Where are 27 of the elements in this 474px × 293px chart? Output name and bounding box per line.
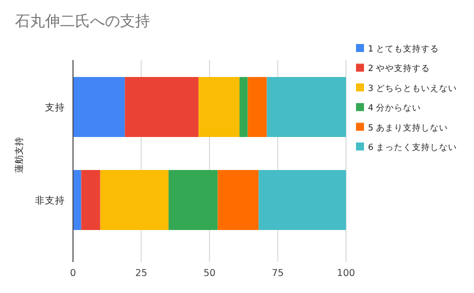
bar xyxy=(266,77,346,137)
bar xyxy=(73,170,82,230)
x-tick-label: 100 xyxy=(336,268,356,279)
x-tick-label: 25 xyxy=(135,268,148,279)
bar xyxy=(248,77,267,137)
x-tick-label: 0 xyxy=(70,268,76,279)
y-axis-title: 蓮舫支持 xyxy=(14,137,25,173)
legend-label: 1 とても支持する xyxy=(368,44,440,54)
bar xyxy=(81,170,100,230)
bar xyxy=(168,170,218,230)
x-tick-label: 75 xyxy=(272,268,284,279)
legend-label: 3 どちらともいえない xyxy=(368,84,458,94)
y-tick-label: 支持 xyxy=(45,102,65,114)
bar xyxy=(218,170,259,230)
legend-label: 4 分からない xyxy=(368,102,422,114)
chart-title: 石丸伸二氏への支持 xyxy=(15,12,150,30)
bar xyxy=(240,77,248,137)
legend-label: 2 やや支持する xyxy=(368,63,430,74)
x-tick-label: 50 xyxy=(203,268,216,279)
bar xyxy=(100,170,169,230)
legend-label: 5 あまり支持しない xyxy=(368,122,448,134)
bar xyxy=(258,170,346,230)
bar xyxy=(124,77,199,137)
bar xyxy=(73,77,125,137)
legend-label: 6 まったく支持しない xyxy=(368,142,458,153)
y-tick-label: 非支持 xyxy=(35,194,65,206)
bar xyxy=(198,77,240,137)
